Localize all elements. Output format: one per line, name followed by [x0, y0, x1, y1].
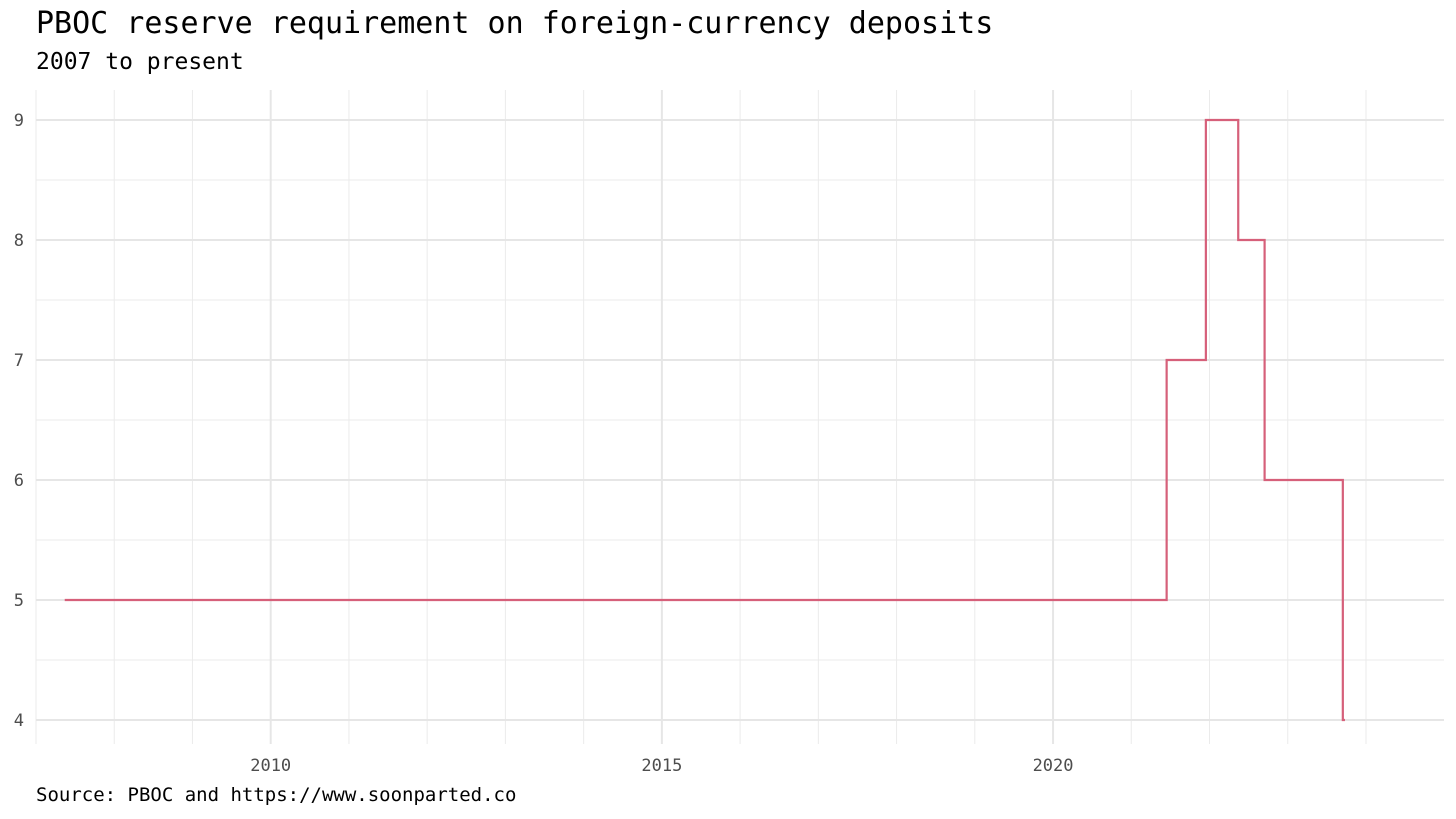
y-tick-label: 5	[14, 591, 24, 611]
x-tick-label: 2020	[1033, 756, 1074, 776]
minor-gridlines-x	[35, 90, 1367, 744]
major-gridlines-x	[269, 90, 1055, 744]
series-layer	[64, 118, 1345, 722]
x-axis-tick-labels: 2010 2015 2020	[250, 756, 1073, 776]
y-tick-label: 8	[14, 231, 24, 251]
y-axis-tick-labels: 4 5 6 7 8 9	[14, 111, 24, 731]
chart-caption: Source: PBOC and https://www.soonparted.…	[36, 784, 517, 806]
y-tick-label: 4	[14, 711, 24, 731]
y-tick-label: 6	[14, 471, 24, 491]
x-tick-label: 2015	[641, 756, 682, 776]
y-tick-label: 9	[14, 111, 24, 131]
x-tick-label: 2010	[250, 756, 291, 776]
chart-subtitle: 2007 to present	[36, 49, 244, 75]
chart-title: PBOC reserve requirement on foreign-curr…	[36, 6, 994, 41]
series-line	[64, 118, 1345, 722]
y-tick-label: 7	[14, 351, 24, 371]
